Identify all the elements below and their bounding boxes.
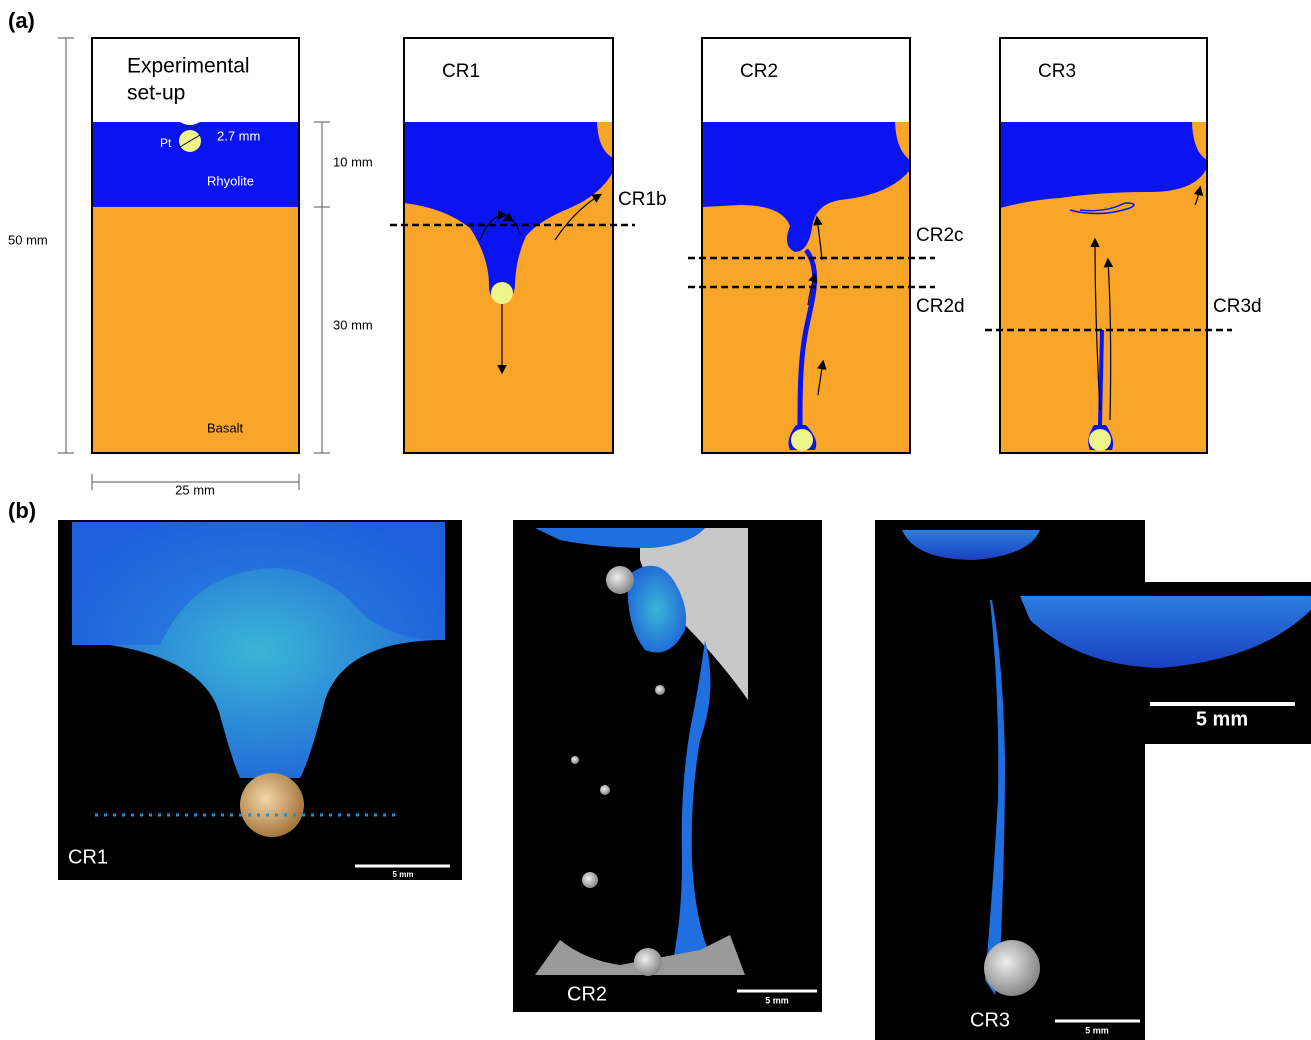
section-label: CR1b [618, 189, 667, 210]
dimension: 25 mm [175, 482, 215, 497]
panel-label: (b) [8, 498, 36, 523]
image-label: CR1 [68, 846, 108, 868]
dimension: 30 mm [333, 317, 373, 332]
shape [582, 872, 598, 888]
shape [240, 773, 304, 837]
run-label: CR2 [740, 61, 778, 82]
cr1-diagram: CR1 CR1b [390, 38, 667, 453]
scale-bar-label: 5 mm [393, 870, 414, 879]
section-label: CR2d [916, 296, 965, 317]
cr2-image: CR2 5 mm [513, 520, 822, 1012]
dimension: 50 mm [8, 232, 48, 247]
cr2-diagram: CR2 CR2c CR2d [688, 38, 965, 453]
setup-title: set-up [127, 82, 185, 105]
pt-label: Pt [160, 136, 172, 150]
shape [92, 207, 299, 453]
cr3-diagram: CR3 CR3d [985, 38, 1262, 453]
shape [634, 948, 662, 976]
dimension: 10 mm [333, 154, 373, 169]
sphere-size: 2.7 mm [217, 128, 260, 143]
layer-label: Rhyolite [207, 173, 254, 188]
shape [1089, 429, 1111, 451]
run-label: CR1 [442, 61, 480, 82]
figure: (a) Experimental set-up Pt 2.7 mm Rhyoli… [0, 0, 1311, 1040]
shape [58, 38, 74, 453]
scale-bar-label: 5 mm [765, 995, 789, 1005]
setup-diagram: Experimental set-up Pt 2.7 mm Rhyolite B… [8, 38, 373, 497]
shape [791, 429, 813, 451]
shape [491, 282, 513, 304]
section-label: CR3d [1213, 296, 1262, 317]
shape [606, 566, 634, 594]
shape [571, 756, 579, 764]
setup-title: Experimental [127, 55, 250, 78]
section-label: CR2c [916, 225, 964, 246]
panel-label: (a) [8, 8, 35, 33]
shape [314, 122, 330, 453]
shape [655, 685, 665, 695]
scale-bar-label: 5 mm [1085, 1025, 1109, 1035]
image-label: CR2 [567, 983, 607, 1005]
image-label: CR3 [970, 1009, 1010, 1031]
layer-label: Basalt [207, 420, 244, 435]
cr3-image: CR3 5 mm 5 mm [875, 520, 1311, 1040]
shape [984, 940, 1040, 996]
shape [1100, 330, 1102, 425]
shape [600, 785, 610, 795]
run-label: CR3 [1038, 61, 1076, 82]
cr1-image: CR1 5 mm [58, 520, 462, 880]
scale-bar-label: 5 mm [1196, 708, 1248, 730]
